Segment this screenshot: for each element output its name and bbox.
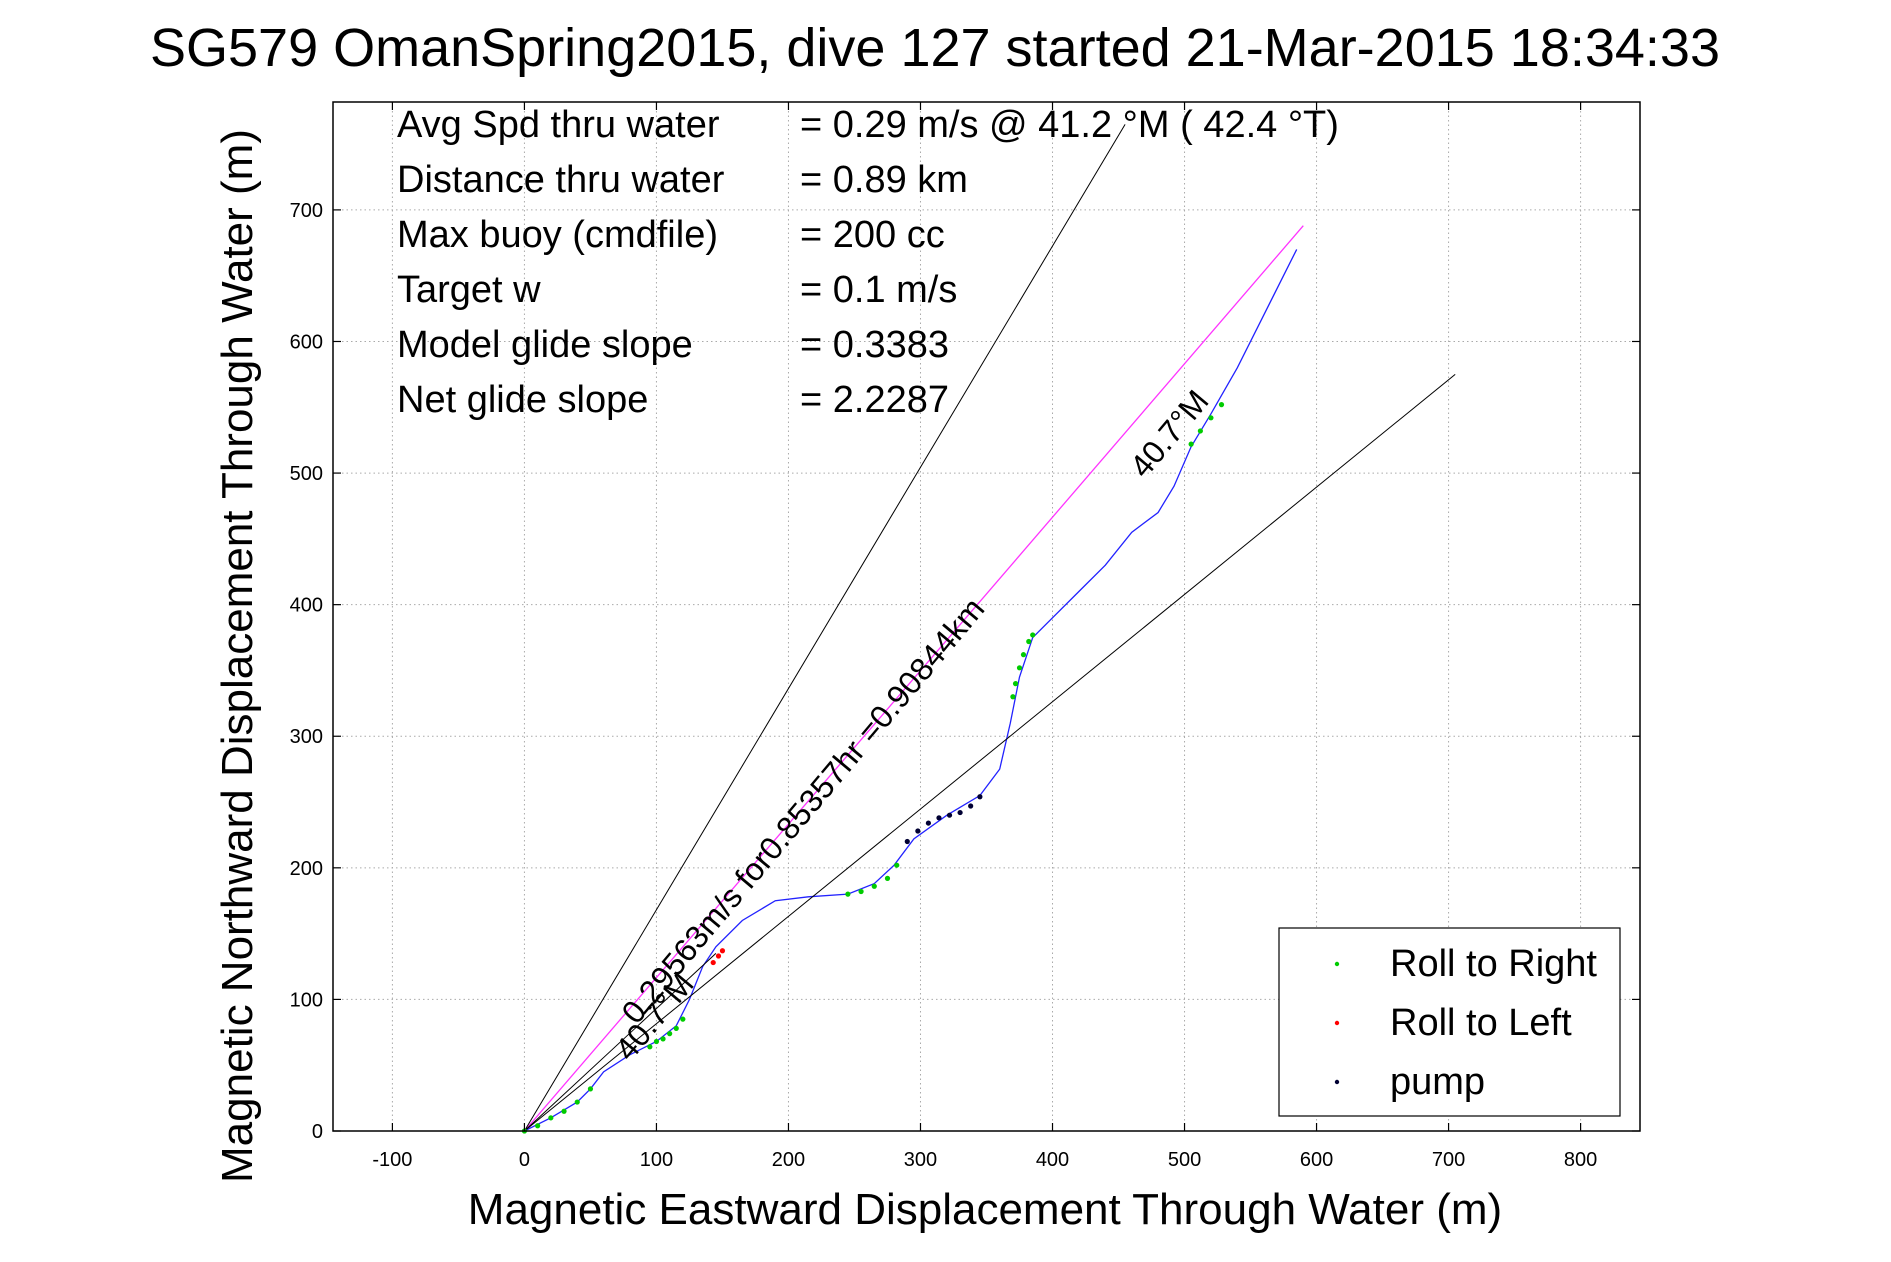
series-line-1 (523, 225, 1304, 1131)
stat-label: Max buoy (cmdfile) (397, 214, 718, 256)
data-point-roll-to-right (858, 888, 864, 895)
data-point-pump (915, 828, 921, 834)
stat-label: Distance thru water (397, 159, 725, 201)
series-line-4 (524, 953, 717, 1131)
series-line-2 (523, 124, 1126, 1131)
track-annotation: 0.29563m/s for0.85357hr =0.90844km (614, 591, 991, 1030)
data-point-roll-to-left (719, 948, 726, 954)
data-point-pump (904, 838, 910, 845)
x-tick-label: 0 (519, 1149, 530, 1171)
legend-marker (1334, 961, 1340, 967)
y-tick-label: 300 (290, 726, 323, 748)
data-point-roll-to-right (667, 1031, 673, 1037)
series-layer (523, 124, 1456, 1131)
stat-value: = 0.1 m/s (800, 269, 957, 311)
legend-label: Roll to Left (1390, 1002, 1572, 1044)
data-point-roll-to-left (710, 959, 716, 966)
plot-frame (332, 101, 1641, 1132)
data-point-roll-to-right (548, 1115, 554, 1121)
data-point-roll-to-right (871, 883, 877, 889)
chart-title: SG579 OmanSpring2015, dive 127 started 2… (150, 18, 1720, 78)
data-point-pump (925, 820, 932, 826)
track-annotation: 40.7°M (1123, 383, 1216, 484)
data-point-roll-to-right (574, 1099, 580, 1105)
legend-label: pump (1390, 1061, 1485, 1103)
data-point-pump (936, 815, 942, 821)
series-line-3 (524, 374, 1456, 1131)
legend-marker (1334, 1079, 1340, 1085)
annotation-layer: 0.29563m/s for0.85357hr =0.90844km 40.7°M… (608, 383, 1216, 1067)
data-point-pump (977, 794, 983, 800)
x-tick-label: 800 (1564, 1149, 1597, 1171)
data-point-roll-to-right (1012, 681, 1019, 687)
x-tick-label: 600 (1300, 1149, 1333, 1171)
grid-layer (333, 102, 1640, 1132)
tick-layer: -100 0 100 200 300 400 500 600 700 800 0 100 200 300 4… (290, 102, 1640, 1171)
data-point-roll-to-right (1208, 415, 1214, 421)
y-tick-label: 400 (290, 595, 323, 617)
data-point-roll-to-left (715, 953, 722, 959)
legend: Roll to Right Roll to Left pump (1278, 927, 1621, 1117)
data-point-roll-to-right (1197, 428, 1203, 434)
x-tick-label: 300 (904, 1149, 937, 1171)
data-point-roll-to-right (647, 1044, 653, 1050)
data-point-roll-to-right (660, 1036, 666, 1042)
data-point-roll-to-right (1188, 441, 1194, 447)
x-tick-label: 200 (772, 1149, 805, 1171)
x-tick-label: 500 (1168, 1149, 1201, 1171)
data-point-roll-to-right (1016, 665, 1023, 671)
stat-label: Avg Spd thru water (397, 104, 720, 146)
data-point-roll-to-right (1010, 694, 1016, 700)
y-tick-label: 0 (312, 1121, 323, 1143)
data-point-roll-to-right (535, 1123, 541, 1129)
legend-label: Roll to Right (1390, 943, 1597, 985)
data-point-roll-to-right (561, 1108, 567, 1114)
stat-value: = 2.2287 (800, 379, 949, 421)
x-axis-label: Magnetic Eastward Displacement Through W… (468, 1185, 1502, 1234)
x-tick-label: -100 (372, 1149, 412, 1171)
marker-layer (521, 402, 1225, 1134)
stat-value: = 200 cc (800, 214, 945, 256)
stat-value: = 0.3383 (800, 324, 949, 366)
stat-label: Net glide slope (397, 379, 648, 421)
x-tick-label: 100 (640, 1149, 673, 1171)
stat-value: = 0.89 km (800, 159, 968, 201)
data-point-roll-to-right (653, 1038, 660, 1045)
data-point-roll-to-right (673, 1025, 679, 1031)
data-point-pump (968, 803, 974, 809)
series-line-0 (524, 249, 1298, 1131)
data-point-roll-to-right (1218, 402, 1225, 408)
y-axis-label: Magnetic Northward Displacement Through … (213, 129, 262, 1183)
data-point-roll-to-right (1020, 652, 1027, 658)
data-point-roll-to-right (1026, 638, 1032, 645)
data-point-roll-to-right (894, 862, 900, 868)
y-tick-label: 100 (290, 989, 323, 1011)
stats-block: Avg Spd thru water = 0.29 m/s @ 41.2 °M (… (397, 104, 1339, 421)
data-point-pump (957, 809, 963, 816)
data-point-roll-to-right (680, 1016, 686, 1022)
x-tick-label: 400 (1036, 1149, 1069, 1171)
stat-label: Model glide slope (397, 324, 693, 366)
data-point-roll-to-right (1030, 632, 1036, 638)
data-point-roll-to-right (587, 1086, 594, 1092)
data-point-roll-to-right (884, 875, 891, 881)
data-point-roll-to-right (845, 891, 851, 897)
y-tick-label: 700 (290, 200, 323, 222)
stat-value: = 0.29 m/s @ 41.2 °M ( 42.4 °T) (800, 104, 1339, 146)
legend-marker (1334, 1020, 1340, 1026)
x-tick-label: 700 (1432, 1149, 1465, 1171)
data-point-pump (946, 812, 953, 818)
stat-label: Target w (397, 269, 541, 311)
y-tick-label: 200 (290, 858, 323, 880)
y-tick-label: 600 (290, 331, 323, 353)
y-tick-label: 500 (290, 463, 323, 485)
